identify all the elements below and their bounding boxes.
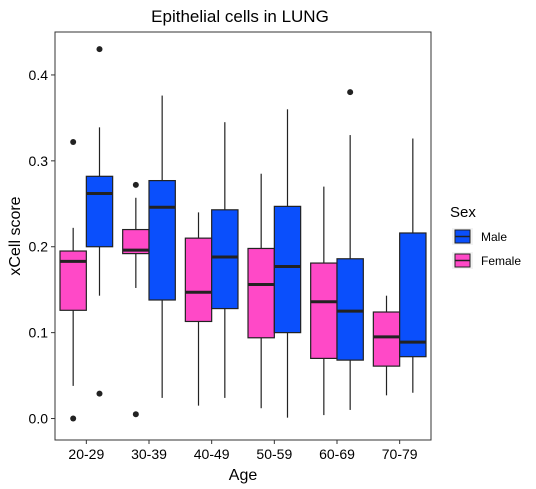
outlier-point [96,46,103,53]
y-tick-label: 0.1 [29,325,49,341]
box-layer [59,46,427,422]
y-axis-title: xCell score [7,196,24,275]
box-iqr [310,262,338,360]
box-male-50-59 [273,109,302,418]
box-iqr [336,258,364,361]
box-iqr [273,205,302,334]
y-axis: 0.0 0.1 0.2 0.3 0.4 [29,67,55,427]
y-tick-label: 0.3 [29,153,49,169]
box-male-40-49 [211,122,239,398]
box-female-20-29 [59,138,87,422]
box-iqr [184,237,213,323]
box-male-60-69 [336,89,364,410]
box-male-70-79 [399,138,427,393]
legend: Sex Male Female [450,204,521,269]
box-iqr [211,209,239,310]
y-tick-label: 0.0 [29,411,49,427]
legend-label-female: Female [481,254,521,268]
chart-title: Epithelial cells in LUNG [151,7,329,26]
x-tick-label: 30-39 [131,446,167,462]
x-axis: 20-29 30-39 40-49 50-59 60-69 70-79 [68,440,418,462]
outlier-point [96,390,103,397]
outlier-point [347,89,354,96]
outlier-point [70,138,77,145]
legend-title: Sex [450,204,476,221]
box-female-60-69 [310,186,338,416]
x-tick-label: 20-29 [68,446,104,462]
legend-label-male: Male [481,230,507,244]
x-tick-label: 40-49 [194,446,230,462]
x-tick-label: 60-69 [319,446,355,462]
box-iqr [148,179,176,301]
outlier-point [70,415,77,422]
box-iqr [247,247,275,339]
box-male-30-39 [148,95,176,398]
outlier-point [132,411,139,418]
y-tick-label: 0.2 [29,239,49,255]
y-tick-label: 0.4 [29,67,49,83]
outlier-point [132,181,139,188]
box-female-50-59 [247,173,275,409]
box-female-40-49 [184,212,213,406]
x-axis-title: Age [229,467,258,484]
box-male-20-29 [85,46,114,397]
plot-panel [54,31,432,441]
box-iqr [399,232,427,358]
box-female-30-39 [122,181,150,418]
box-iqr [372,311,401,367]
box-iqr [85,175,114,248]
x-tick-label: 50-59 [256,446,292,462]
x-tick-label: 70-79 [382,446,418,462]
